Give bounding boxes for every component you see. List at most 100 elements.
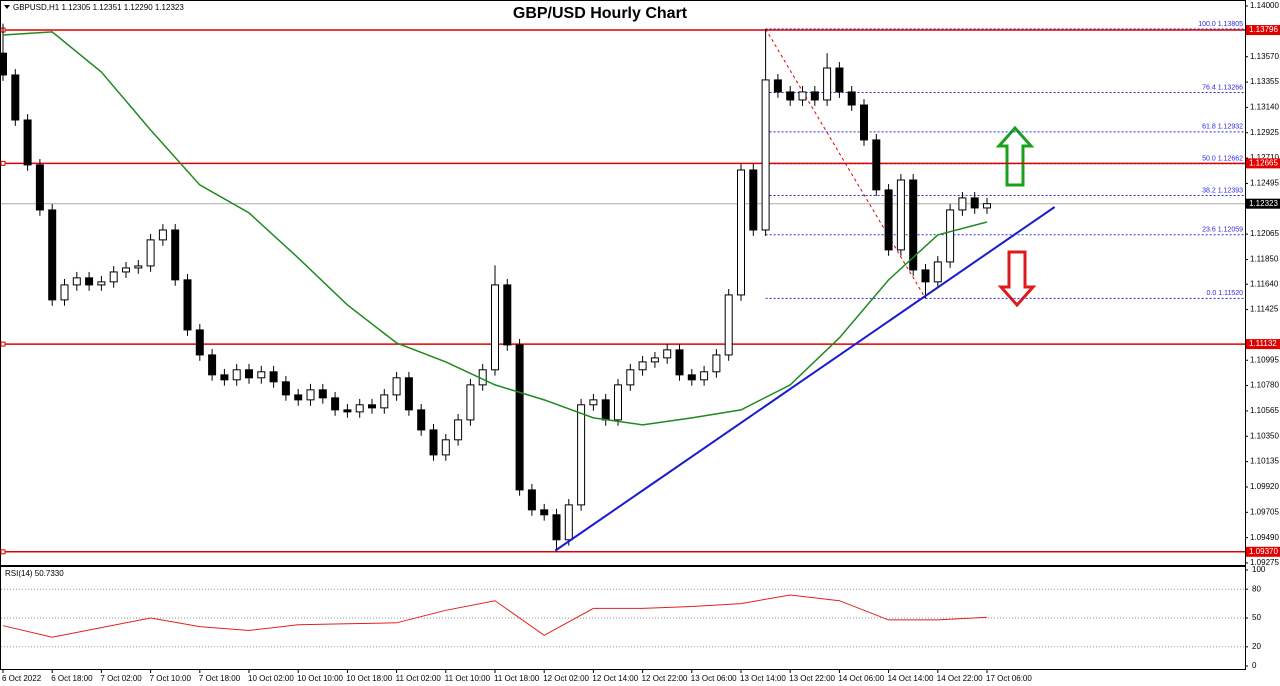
y-tick-label: 1.12925 — [1250, 128, 1279, 137]
candle-body — [48, 209, 57, 301]
candle-body — [146, 239, 155, 267]
candle-body — [564, 504, 573, 541]
candle-body — [970, 197, 979, 209]
candle-body — [380, 394, 389, 409]
y-tick-label: 1.09275 — [1250, 558, 1279, 567]
candle-body — [269, 371, 278, 383]
candle-body — [0, 52, 7, 76]
candle-body — [650, 357, 659, 363]
candle-body — [872, 139, 881, 191]
candle-body — [847, 91, 856, 106]
candle-body — [11, 74, 20, 121]
x-tick-label: 13 Oct 14:00 — [740, 674, 786, 683]
candle-body — [318, 389, 327, 399]
candle-body — [72, 277, 81, 286]
candle-body — [663, 349, 672, 359]
candle-body — [109, 271, 118, 283]
y-tick-label: 1.14000 — [1250, 1, 1279, 10]
candle-body — [884, 189, 893, 251]
header-icon — [4, 5, 10, 9]
candle-body — [749, 169, 758, 231]
x-tick-label: 12 Oct 14:00 — [592, 674, 638, 683]
rsi-tick-label: 80 — [1252, 584, 1261, 593]
fib-label: 50.0 1.12662 — [1202, 156, 1243, 163]
rsi-tick-label: 20 — [1252, 642, 1261, 651]
level-label: 1.09370 — [1249, 547, 1278, 556]
candle-body — [786, 91, 795, 101]
y-tick-label: 1.10995 — [1250, 355, 1279, 364]
candle-body — [626, 369, 635, 386]
y-tick-label: 1.13140 — [1250, 102, 1279, 111]
candle-body — [552, 514, 561, 541]
y-tick-label: 1.10135 — [1250, 457, 1279, 466]
candle-body — [540, 509, 549, 516]
candle-body — [245, 369, 253, 379]
current-price-box — [1246, 198, 1280, 209]
level-marker — [0, 549, 6, 555]
candle-body — [724, 294, 733, 356]
candle-body — [687, 374, 696, 381]
y-tick-label: 1.11425 — [1250, 305, 1279, 314]
candle-body — [208, 354, 217, 376]
candle-body — [466, 384, 475, 421]
candle-body — [171, 229, 180, 281]
up-arrow — [995, 125, 1035, 187]
x-tick-label: 11 Oct 10:00 — [445, 674, 491, 683]
candle-body — [527, 489, 536, 511]
rsi-tick-label: 0 — [1252, 661, 1257, 670]
candle-body — [921, 269, 930, 283]
x-tick-label: 11 Oct 02:00 — [396, 674, 442, 683]
fib-label: 38.2 1.12393 — [1202, 187, 1243, 194]
candle-body — [933, 261, 942, 283]
candle-body — [675, 349, 684, 376]
x-tick-label: 13 Oct 06:00 — [691, 674, 737, 683]
candle-body — [220, 374, 229, 381]
y-tick-label: 1.11640 — [1250, 279, 1279, 288]
candle-body — [331, 397, 340, 411]
candle-body — [577, 404, 586, 506]
candle-body — [35, 164, 44, 211]
candle-body — [958, 197, 967, 211]
level-label-box — [1246, 546, 1280, 557]
y-tick-label: 1.09920 — [1250, 482, 1279, 491]
x-tick-label: 6 Oct 18:00 — [51, 674, 93, 683]
x-tick-label: 11 Oct 18:00 — [494, 674, 540, 683]
level-label-box — [1246, 339, 1280, 350]
fib-label: 23.6 1.12059 — [1202, 227, 1243, 234]
candle-body — [860, 104, 868, 141]
fib-label: 0.0 1.11520 — [1207, 290, 1244, 297]
candle-body — [909, 179, 918, 271]
candle-body — [810, 91, 819, 101]
candle-body — [515, 344, 524, 491]
x-tick-label: 12 Oct 02:00 — [543, 674, 589, 683]
candle-body — [257, 371, 266, 379]
level-label: 1.13796 — [1249, 25, 1278, 34]
candle-body — [60, 284, 69, 301]
x-tick-label: 17 Oct 06:00 — [986, 674, 1032, 683]
candle-body — [368, 404, 376, 409]
candle-body — [946, 209, 955, 263]
y-tick-label: 1.10350 — [1250, 431, 1279, 440]
y-tick-label: 1.12495 — [1250, 179, 1279, 188]
rsi-label: RSI(14) 50.7330 — [5, 569, 64, 578]
x-tick-label: 7 Oct 10:00 — [150, 674, 192, 683]
level-marker — [0, 341, 6, 347]
candle-body — [122, 267, 130, 273]
level-label: 1.12665 — [1249, 158, 1278, 167]
candle-body — [835, 67, 844, 93]
rsi-line — [2, 594, 988, 638]
candle-body — [343, 409, 352, 413]
candle-body — [232, 369, 241, 381]
candle-body — [712, 354, 721, 373]
y-tick-label: 1.13570 — [1250, 52, 1279, 61]
y-tick-label: 1.09705 — [1250, 507, 1279, 516]
x-tick-label: 13 Oct 22:00 — [789, 674, 835, 683]
level-label-box — [1246, 25, 1280, 36]
candle-body — [896, 179, 905, 251]
candle-body — [281, 381, 290, 396]
level-label-box — [1246, 158, 1280, 169]
candle-body — [491, 284, 499, 371]
candle-body — [503, 284, 512, 346]
candle-body — [85, 277, 94, 286]
